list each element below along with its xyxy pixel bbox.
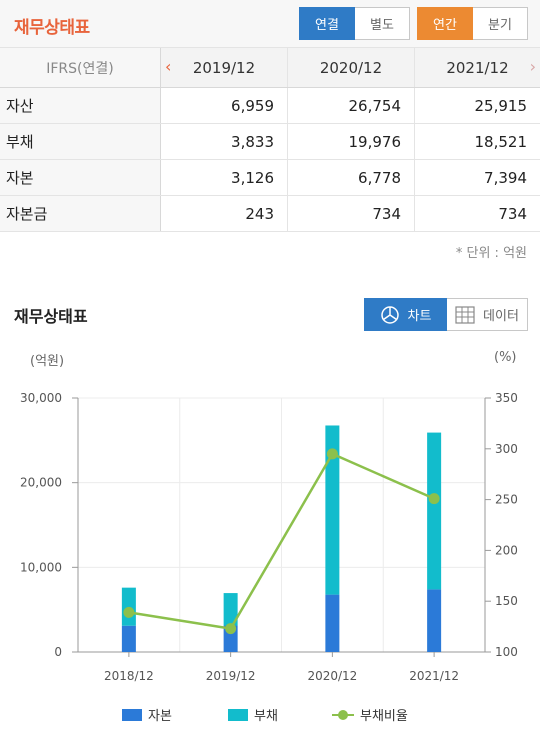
legend-item-equity: 자본	[122, 705, 172, 724]
y-right-tick-label: 150	[495, 594, 518, 608]
column-header: 2020/12	[288, 48, 415, 87]
chart-legend: 자본 부채 부채비율	[0, 705, 540, 725]
y-right-tick-label: 100	[495, 645, 518, 659]
x-tick-label: 2018/12	[104, 669, 154, 683]
bar-equity	[121, 625, 136, 652]
separate-button[interactable]: 별도	[355, 7, 410, 40]
table-cell: 3,833	[161, 124, 288, 159]
table-row: 부채 3,833 19,976 18,521	[0, 124, 540, 160]
x-tick-label: 2019/12	[206, 669, 256, 683]
annual-button[interactable]: 연간	[417, 7, 473, 40]
legend-swatch	[122, 708, 142, 721]
debt-ratio-point	[326, 448, 338, 460]
legend-swatch	[228, 708, 248, 721]
bar-liabilities	[325, 425, 340, 595]
unit-note: * 단위 : 억원	[455, 246, 527, 261]
header-bar: 재무상태표 연결 별도 연간 분기	[0, 0, 540, 48]
view-toggle: 차트 데이터	[364, 298, 528, 331]
y-axis-right-title: (%)	[494, 350, 517, 365]
chart-section-title: 재무상태표	[14, 307, 88, 326]
chevron-left-icon[interactable]: ‹	[165, 57, 172, 76]
y-left-tick-label: 10,000	[20, 560, 62, 574]
balance-sheet-chart: 0 10,000 20,000 30,000 100 150 200 250 300 350 201…	[20, 391, 518, 683]
column-header-label: 2019/12	[192, 58, 256, 77]
bar-liabilities	[427, 432, 442, 590]
table-cell: 7,394	[484, 168, 527, 187]
table-cell: 26,754	[288, 88, 415, 123]
debt-ratio-point	[225, 623, 237, 635]
x-tick-label: 2020/12	[307, 669, 357, 683]
column-header: ‹ 2019/12	[161, 48, 288, 87]
consolidated-button[interactable]: 연결	[299, 7, 355, 40]
table-cell: 734	[288, 196, 415, 231]
consolidation-toggle: 연결 별도	[299, 7, 410, 40]
table-cell: 6,778	[288, 160, 415, 195]
table-header-row: IFRS(연결) ‹ 2019/12 2020/12 2021/12 ›	[0, 48, 540, 88]
table-grid-icon	[455, 305, 475, 324]
y-left-tick-label: 0	[54, 645, 62, 659]
table-cell: 243	[161, 196, 288, 231]
y-right-tick-label: 350	[495, 391, 518, 405]
financial-table: IFRS(연결) ‹ 2019/12 2020/12 2021/12 › 자산 …	[0, 48, 540, 232]
x-tick-label: 2021/12	[409, 669, 459, 683]
legend-label: 부채	[254, 709, 278, 724]
table-row: 자산 6,959 26,754 25,915	[0, 88, 540, 124]
legend-item-debt-ratio: 부채비율	[332, 705, 408, 724]
row-label: 부채	[0, 124, 161, 159]
table-cell: 19,976	[288, 124, 415, 159]
column-header-label: 2021/12	[446, 58, 509, 77]
table-cell: 18,521	[474, 132, 528, 151]
chevron-right-icon[interactable]: ›	[529, 57, 536, 76]
legend-label: 자본	[148, 709, 172, 724]
legend-item-liabilities: 부채	[228, 705, 278, 724]
quarterly-button[interactable]: 분기	[473, 7, 528, 40]
legend-label: 부채비율	[360, 709, 408, 724]
table-cell: 3,126	[161, 160, 288, 195]
data-view-button[interactable]: 데이터	[447, 298, 528, 331]
table-row: 자본 3,126 6,778 7,394	[0, 160, 540, 196]
bar-equity	[427, 589, 442, 652]
y-right-tick-label: 250	[495, 493, 518, 507]
bar-liabilities	[223, 593, 238, 626]
debt-ratio-line	[128, 452, 435, 631]
row-label: 자본금	[0, 196, 161, 231]
table-corner-label: IFRS(연결)	[0, 48, 161, 87]
row-label: 자본	[0, 160, 161, 195]
row-label: 자산	[0, 88, 161, 123]
y-axis-left-title: (억원)	[30, 354, 65, 369]
page-title: 재무상태표	[14, 18, 90, 38]
debt-ratio-point	[428, 493, 440, 505]
y-right-tick-label: 200	[495, 543, 518, 557]
chart-view-label: 차트	[407, 309, 432, 324]
period-toggle: 연간 분기	[417, 7, 528, 40]
chart-view-button[interactable]: 차트	[364, 298, 447, 331]
legend-swatch	[332, 709, 354, 721]
y-left-tick-label: 30,000	[20, 391, 62, 405]
y-left-tick-label: 20,000	[20, 476, 62, 490]
table-cell: 6,959	[161, 88, 288, 123]
y-right-tick-label: 300	[495, 442, 518, 456]
column-header: 2021/12 ›	[415, 48, 540, 87]
table-row: 자본금 243 734 734	[0, 196, 540, 232]
bar-liabilities	[121, 587, 136, 626]
bar-equity	[325, 594, 340, 652]
data-view-label: 데이터	[483, 309, 519, 324]
table-cell: 25,915	[474, 96, 528, 115]
debt-ratio-point	[123, 606, 135, 618]
table-cell: 734	[498, 204, 527, 223]
column-header-label: 2020/12	[319, 58, 383, 77]
pie-chart-icon	[380, 305, 399, 324]
